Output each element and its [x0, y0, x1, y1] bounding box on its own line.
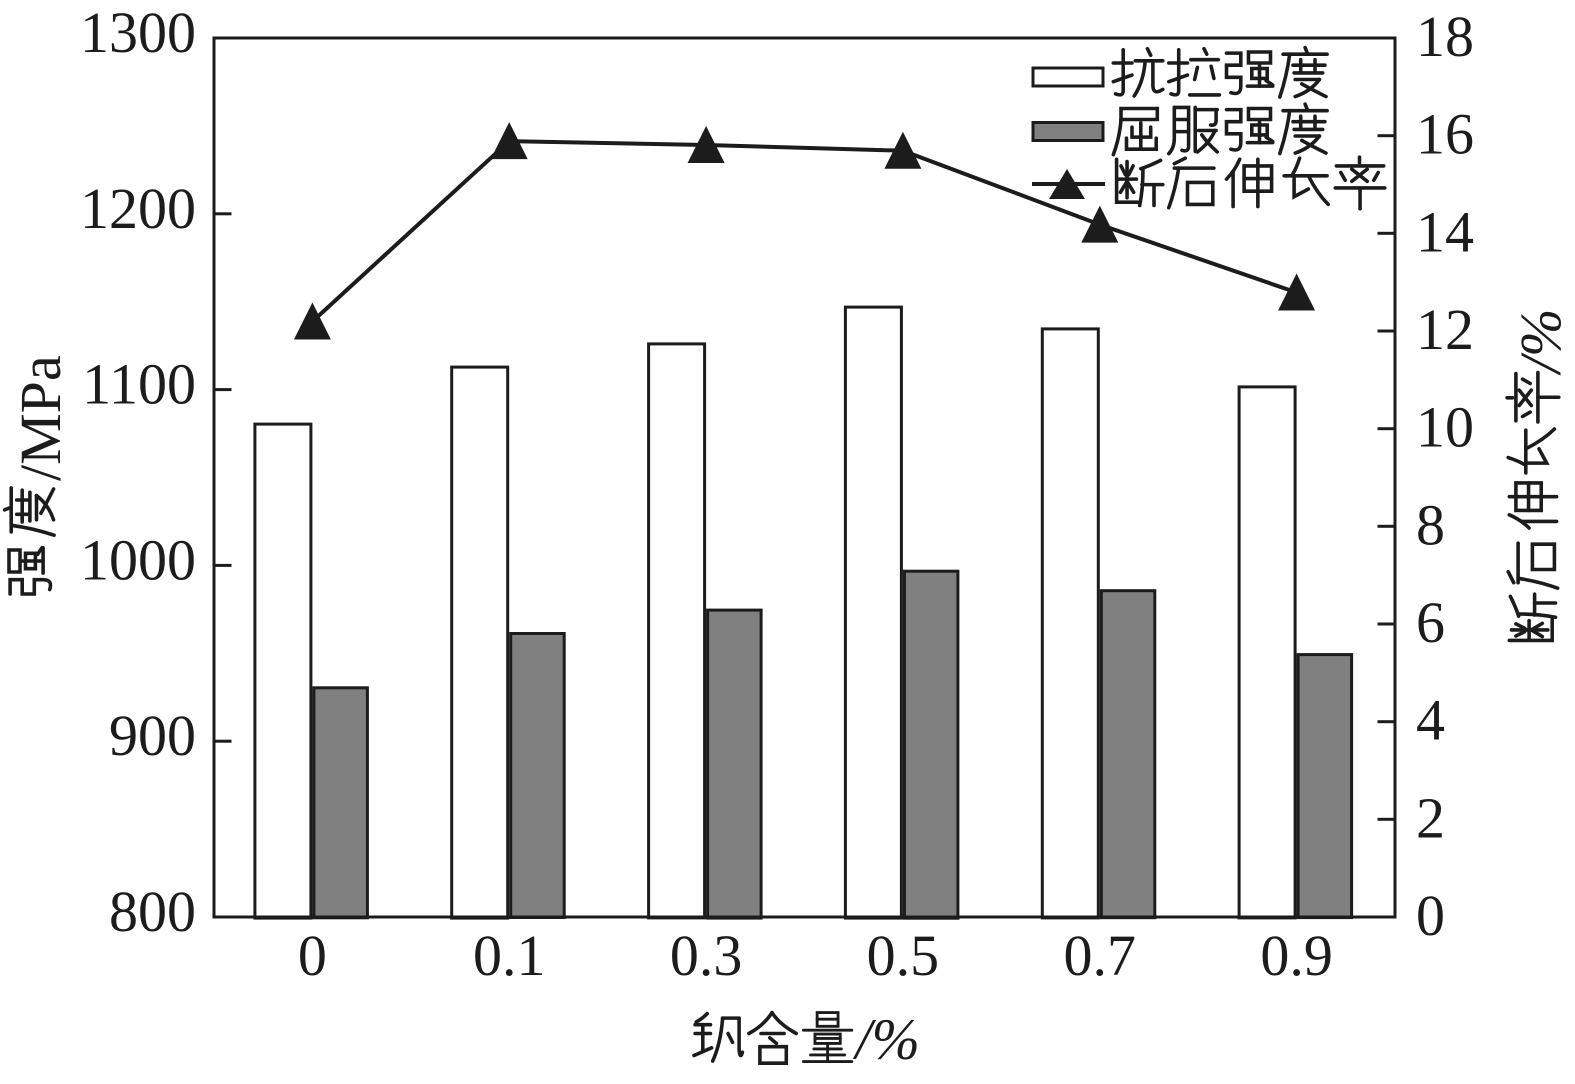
svg-text:0.7: 0.7 — [1064, 923, 1137, 988]
svg-text:16: 16 — [1416, 102, 1474, 167]
svg-text:8: 8 — [1416, 492, 1445, 557]
svg-text:900: 900 — [109, 703, 196, 768]
svg-text:0.1: 0.1 — [473, 923, 546, 988]
svg-text:1200: 1200 — [80, 176, 196, 241]
svg-text:18: 18 — [1416, 4, 1474, 69]
svg-text:0.9: 0.9 — [1260, 923, 1333, 988]
svg-text:800: 800 — [109, 879, 196, 944]
svg-text:12: 12 — [1416, 297, 1474, 362]
svg-text:0.3: 0.3 — [670, 923, 743, 988]
svg-text:/MPa: /MPa — [8, 355, 73, 481]
svg-text:1300: 1300 — [80, 0, 196, 65]
svg-text:6: 6 — [1416, 590, 1445, 655]
svg-text:2: 2 — [1416, 785, 1445, 850]
svg-text:14: 14 — [1416, 199, 1474, 264]
svg-text:1000: 1000 — [80, 527, 196, 592]
svg-text:10: 10 — [1416, 395, 1474, 460]
svg-text:0.5: 0.5 — [867, 923, 940, 988]
svg-text:0: 0 — [298, 923, 327, 988]
svg-text:4: 4 — [1416, 688, 1445, 753]
svg-text:0: 0 — [1416, 883, 1445, 948]
svg-text:/%: /% — [1508, 309, 1573, 376]
svg-text:/%: /% — [853, 1007, 920, 1072]
svg-text:1100: 1100 — [82, 352, 196, 417]
